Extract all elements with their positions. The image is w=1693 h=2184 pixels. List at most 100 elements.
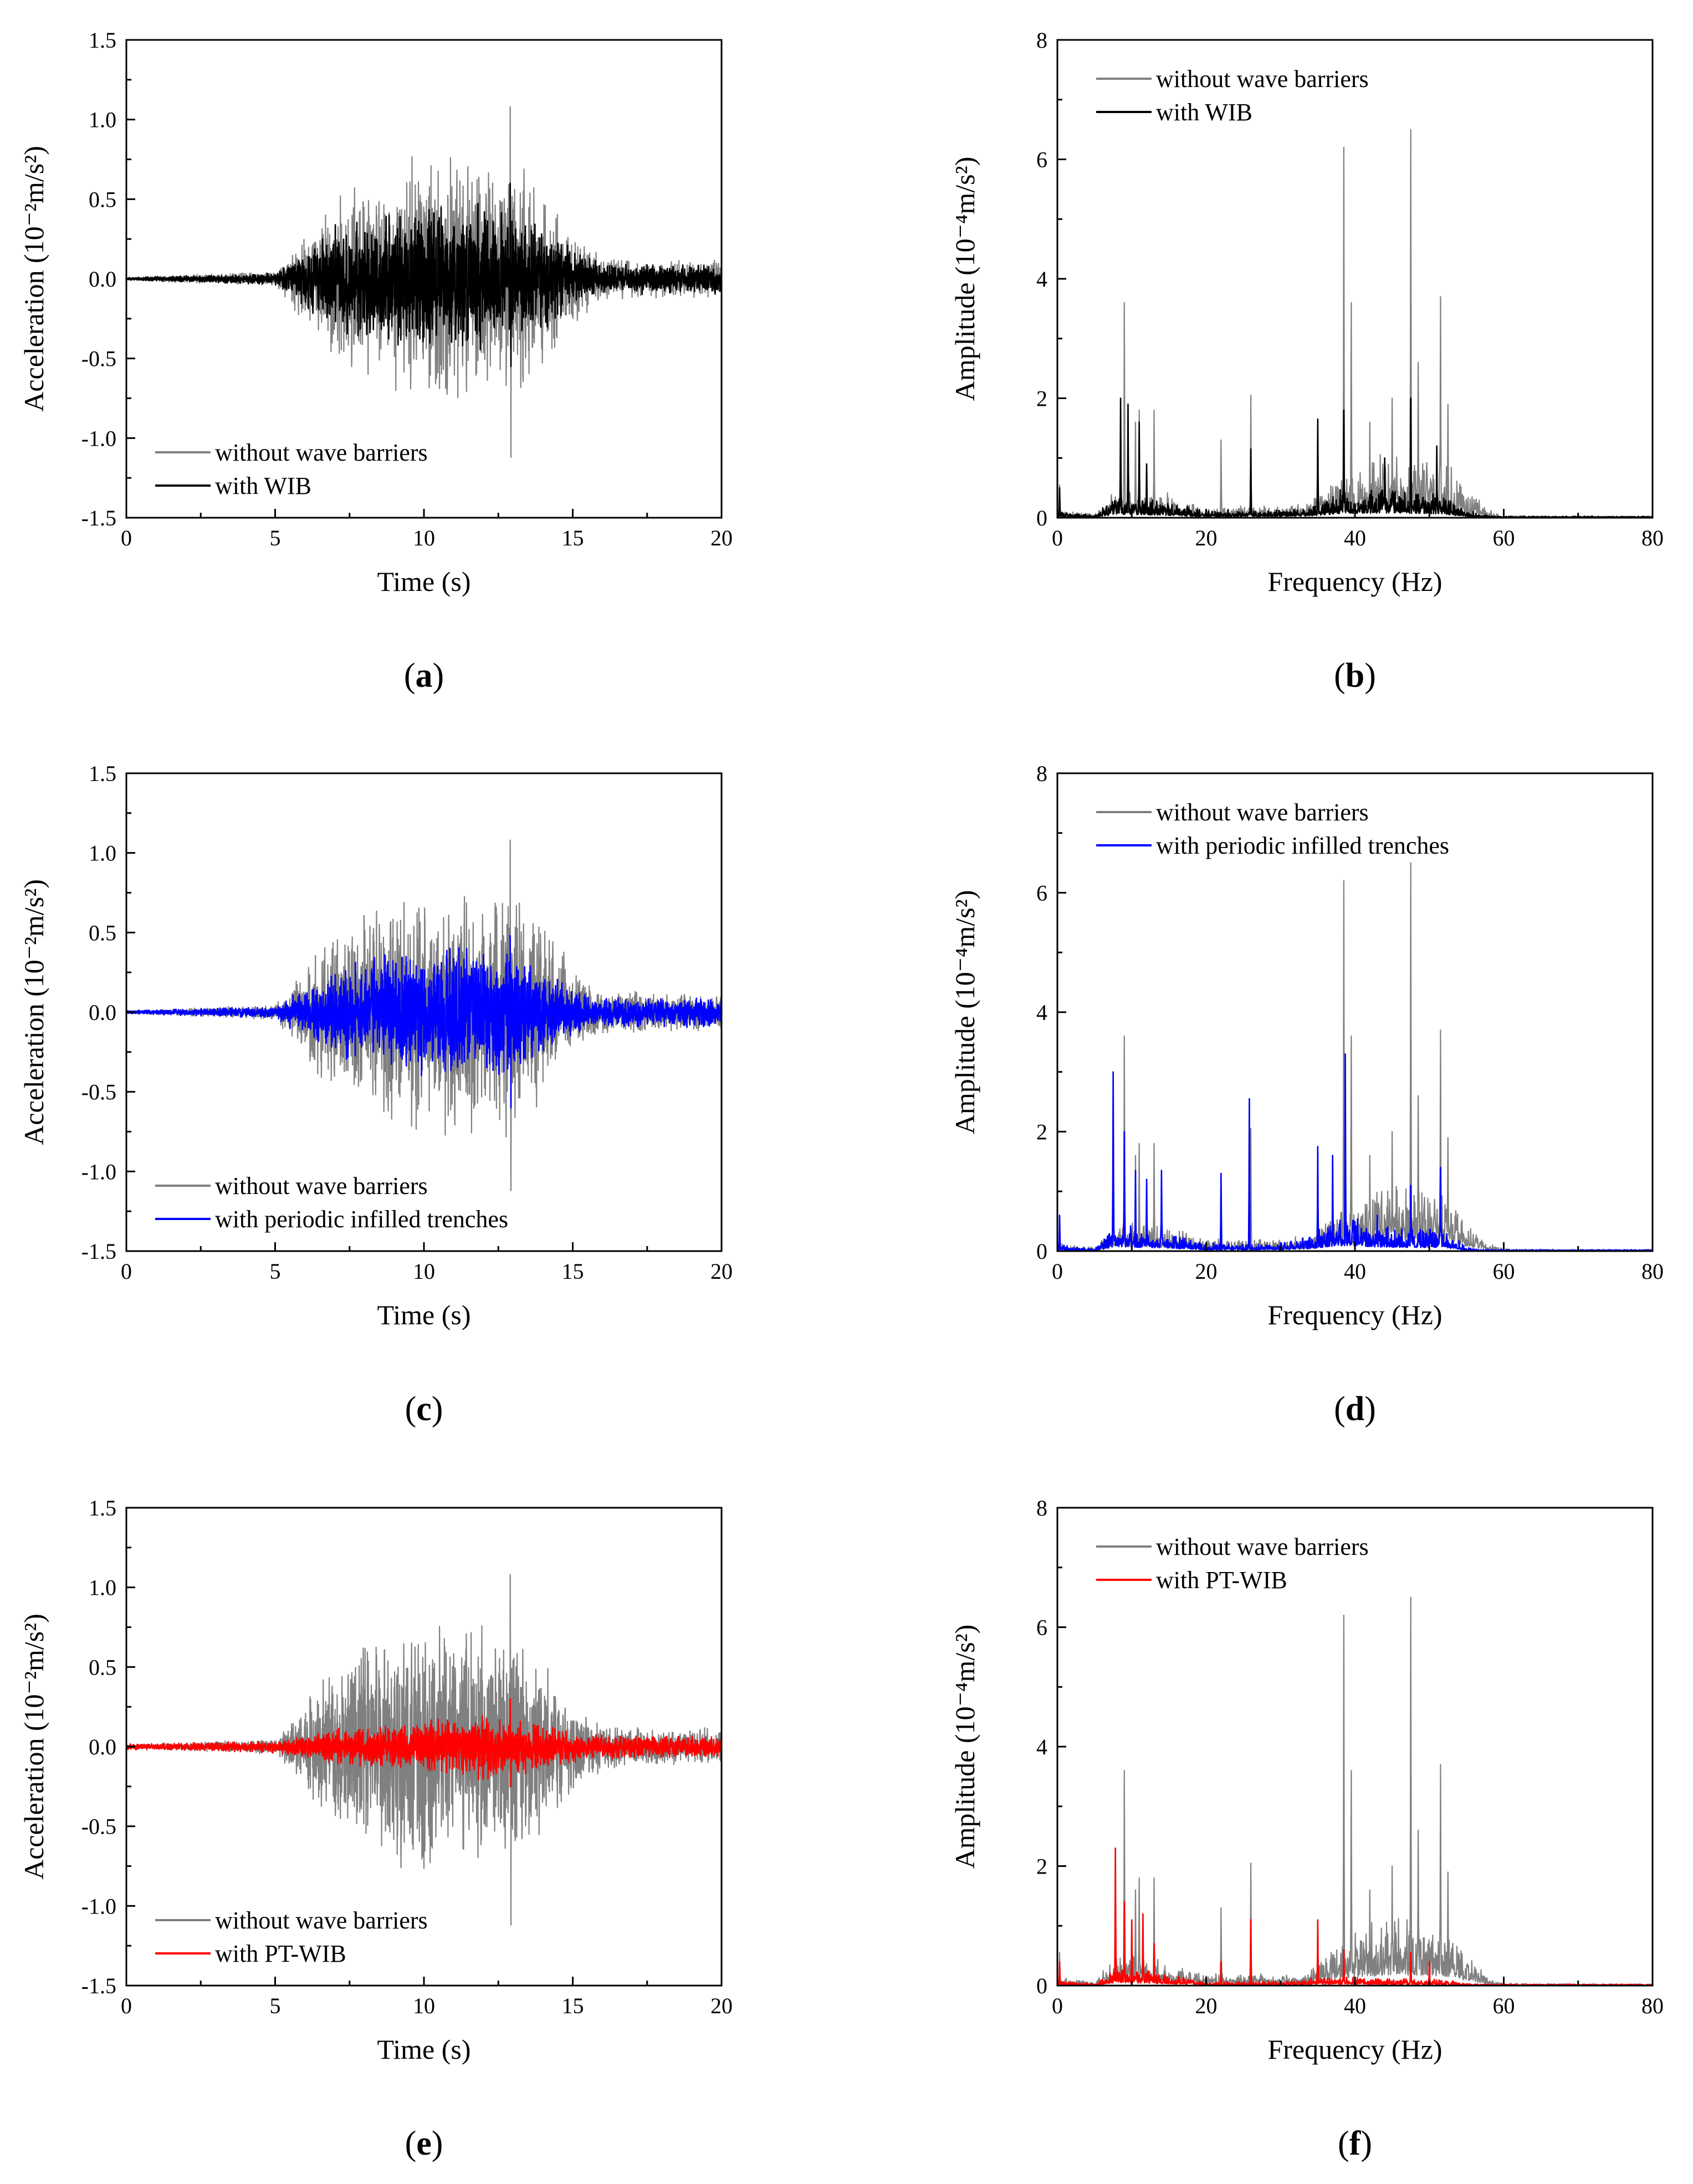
y-tick-label: -1.0 <box>81 1159 116 1184</box>
panel-caption: (e) <box>405 2125 443 2162</box>
panel-f: 0 20 40 60 80 0 2 4 6 8 Frequency (Hz) Amplitude (1… <box>949 1496 1664 2162</box>
panel-caption: (b) <box>1334 657 1376 695</box>
x-tick-label: 20 <box>1195 1993 1218 2018</box>
x-tick-label: 40 <box>1344 525 1366 550</box>
y-tick-label: 8 <box>1036 1496 1047 1520</box>
x-tick-label: 15 <box>562 1993 584 2018</box>
y-tick-label: 1.5 <box>89 28 116 53</box>
x-axis-label: Frequency (Hz) <box>1267 566 1442 597</box>
x-axis-label: Frequency (Hz) <box>1267 1299 1442 1330</box>
x-tick-label: 40 <box>1344 1259 1366 1284</box>
y-tick-label: 6 <box>1036 1615 1047 1640</box>
x-tick-label: 15 <box>562 1259 584 1284</box>
x-tick-label: 20 <box>1195 525 1218 550</box>
y-tick-label: 2 <box>1036 1120 1047 1145</box>
x-tick-label: 5 <box>270 1993 281 2018</box>
x-tick-label: 0 <box>121 525 132 550</box>
x-tick-label: 20 <box>710 525 733 550</box>
x-tick-label: 0 <box>121 1993 132 2018</box>
legend-label: with PT-WIB <box>215 1940 346 1967</box>
series-line-with-barrier <box>126 1698 722 1788</box>
series-line-with-barrier <box>1057 397 1653 518</box>
series-line-with-barrier <box>126 182 722 368</box>
legend-label: without wave barriers <box>1156 1533 1369 1560</box>
x-tick-label: 80 <box>1641 525 1664 550</box>
y-tick-label: -1.5 <box>81 1239 116 1264</box>
y-tick-label: 1.0 <box>89 108 116 132</box>
y-tick-label: 4 <box>1036 1000 1047 1025</box>
x-tick-label: 5 <box>270 1259 281 1284</box>
y-tick-label: 4 <box>1036 267 1047 292</box>
y-axis-label: Acceleration (10⁻²m/s²) <box>18 1614 49 1880</box>
legend-label: without wave barriers <box>215 1907 428 1934</box>
y-tick-label: 1.5 <box>89 1496 116 1520</box>
x-tick-label: 60 <box>1493 1259 1515 1284</box>
x-tick-label: 10 <box>413 1993 435 2018</box>
legend-label: with PT-WIB <box>1156 1566 1287 1594</box>
plot-area <box>1057 1596 1653 1986</box>
y-tick-label: 6 <box>1036 881 1047 906</box>
y-tick-label: -0.5 <box>81 1814 116 1839</box>
series-line-with-barrier <box>1057 1053 1653 1251</box>
panel-e: 0 5 10 15 20 -1.5 -1.0 -0.5 0.0 0.5 1.0 1.5 Time (s)… <box>18 1496 733 2162</box>
y-tick-label: 6 <box>1036 147 1047 172</box>
legend-label: without wave barriers <box>215 439 428 466</box>
y-tick-label: 8 <box>1036 28 1047 53</box>
y-axis-label: Amplitude (10⁻⁴m/s²) <box>949 1625 980 1869</box>
y-tick-label: 0 <box>1036 1973 1047 1998</box>
legend-label: with WIB <box>215 472 311 499</box>
panel-caption: (c) <box>405 1390 443 1428</box>
x-tick-label: 80 <box>1641 1259 1664 1284</box>
plot-area <box>1057 862 1653 1251</box>
legend-label: with periodic infilled trenches <box>1156 832 1449 859</box>
y-tick-label: 8 <box>1036 761 1047 786</box>
y-tick-label: 0.5 <box>89 1655 116 1680</box>
y-tick-label: 0.0 <box>89 1734 116 1759</box>
x-tick-label: 0 <box>1052 1993 1063 2018</box>
y-tick-label: -1.0 <box>81 426 116 451</box>
y-tick-label: -0.5 <box>81 1080 116 1105</box>
legend: without wave barriers with WIB <box>155 439 428 499</box>
y-tick-label: 1.5 <box>89 761 116 786</box>
y-tick-label: -1.0 <box>81 1894 116 1918</box>
y-tick-label: -0.5 <box>81 346 116 371</box>
legend-label: with WIB <box>1156 99 1252 126</box>
legend-label: without wave barriers <box>1156 799 1369 826</box>
y-tick-label: 1.0 <box>89 1575 116 1600</box>
y-axis-label: Acceleration (10⁻²m/s²) <box>18 879 49 1145</box>
series-line-with-barrier <box>126 935 722 1109</box>
plot-area <box>126 1574 722 1926</box>
panel-a: 0 5 10 15 20 -1.5 -1.0 -0.5 0.0 0.5 1.0 1.5 Time (s)… <box>18 28 733 695</box>
legend: without wave barriers with periodic infil… <box>155 1172 508 1233</box>
x-tick-label: 20 <box>710 1259 733 1284</box>
x-axis-label: Time (s) <box>377 2034 470 2065</box>
x-tick-label: 10 <box>413 1259 435 1284</box>
x-axis-label: Time (s) <box>377 1299 470 1330</box>
plot-area <box>1057 129 1653 518</box>
series-line-without-wave-barriers <box>1057 129 1653 518</box>
panel-caption: (d) <box>1334 1390 1376 1428</box>
legend: without wave barriers with PT-WIB <box>155 1907 428 1967</box>
y-tick-label: 0 <box>1036 506 1047 530</box>
x-tick-label: 20 <box>1195 1259 1218 1284</box>
panel-caption: (f) <box>1338 2125 1372 2162</box>
y-axis-label: Amplitude (10⁻⁴m/s²) <box>949 157 980 401</box>
y-axis-label: Amplitude (10⁻⁴m/s²) <box>949 890 980 1135</box>
panel-caption: (a) <box>404 657 444 695</box>
x-tick-label: 40 <box>1344 1993 1366 2018</box>
y-tick-label: 1.0 <box>89 841 116 866</box>
panel-b: 0 20 40 60 80 0 2 4 6 8 Frequency (Hz) Amplitude (1… <box>949 28 1664 695</box>
x-tick-label: 60 <box>1493 1993 1515 2018</box>
x-tick-label: 0 <box>121 1259 132 1284</box>
y-tick-label: 2 <box>1036 1854 1047 1879</box>
y-tick-label: 0.0 <box>89 1000 116 1025</box>
series-line-without-wave-barriers <box>1057 1596 1653 1986</box>
plot-area <box>126 106 722 458</box>
x-tick-label: 15 <box>562 525 584 550</box>
y-tick-label: 4 <box>1036 1734 1047 1759</box>
y-axis-label: Acceleration (10⁻²m/s²) <box>18 146 49 412</box>
legend: without wave barriers with WIB <box>1096 65 1369 126</box>
x-axis-label: Time (s) <box>377 566 470 597</box>
y-tick-label: 2 <box>1036 386 1047 411</box>
